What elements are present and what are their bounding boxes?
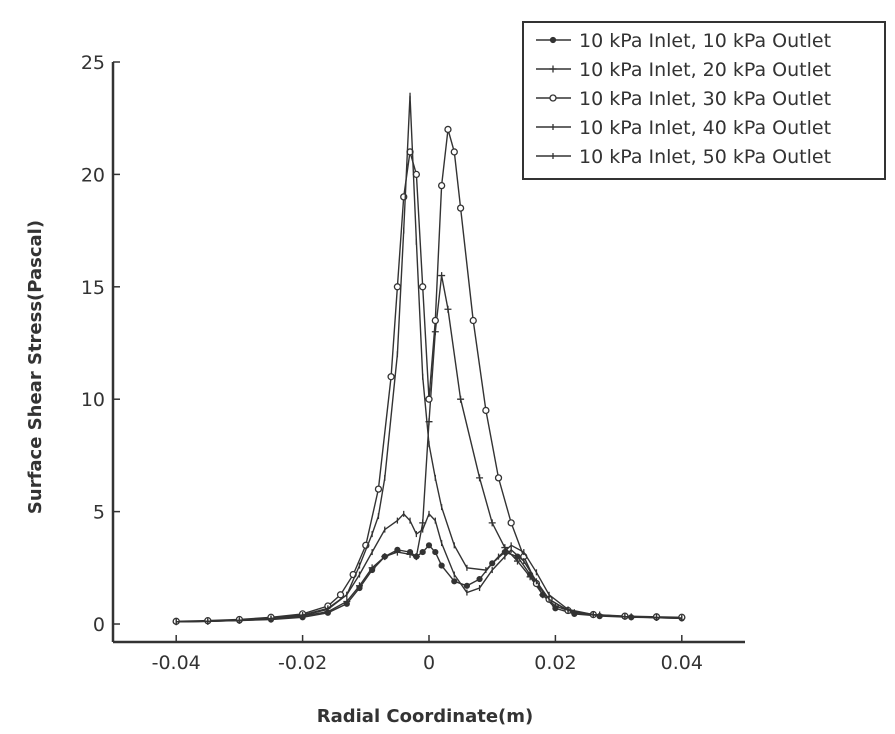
x-tick-label: -0.02 — [278, 652, 327, 674]
data-point — [457, 395, 465, 403]
y-tick-label: 25 — [81, 52, 105, 74]
legend-item: 10 kPa Inlet, 20 kPa Outlet — [536, 59, 831, 81]
data-point — [494, 474, 503, 482]
data-point — [368, 564, 376, 572]
data-point — [526, 573, 534, 581]
x-axis-title: Radial Coordinate(m) — [317, 706, 534, 727]
legend-marker — [549, 65, 557, 73]
data-point — [463, 582, 471, 589]
y-tick-label: 5 — [93, 502, 105, 524]
data-point — [412, 553, 420, 561]
x-tick-label: -0.04 — [152, 652, 201, 674]
data-point — [513, 557, 521, 565]
data-point — [387, 373, 395, 381]
data-point — [476, 474, 484, 482]
legend-label: 10 kPa Inlet, 20 kPa Outlet — [579, 59, 831, 81]
y-tick-label: 0 — [93, 614, 105, 636]
data-point — [431, 316, 439, 325]
legend-label: 10 kPa Inlet, 50 kPa Outlet — [579, 146, 831, 168]
legend-box — [522, 21, 886, 180]
y-tick-label: 20 — [81, 164, 105, 186]
data-point — [444, 125, 452, 134]
legend-item: 10 kPa Inlet, 10 kPa Outlet — [536, 30, 831, 52]
y-ticks: 0 5 10 15 20 25 — [81, 52, 120, 636]
series-line — [176, 95, 682, 623]
data-point — [456, 204, 465, 212]
series-line — [176, 512, 682, 623]
data-point — [374, 485, 383, 493]
y-tick-label: 15 — [81, 277, 105, 299]
data-point — [501, 544, 509, 552]
data-point — [469, 316, 477, 325]
data-point — [419, 548, 426, 556]
data-point — [336, 591, 345, 599]
legend-label: 10 kPa Inlet, 10 kPa Outlet — [579, 30, 831, 52]
legend-label: 10 kPa Inlet, 30 kPa Outlet — [579, 88, 831, 110]
data-point — [381, 553, 389, 561]
x-ticks: -0.04 -0.02 0 0.02 0.04 — [152, 635, 703, 674]
legend-item: 10 kPa Inlet, 40 kPa Outlet — [536, 117, 831, 139]
y-axis-title: Surface Shear Stress(Pascal) — [25, 220, 46, 514]
data-point — [482, 406, 490, 415]
axes: -0.04 -0.02 0 0.02 0.04 0 5 10 15 20 25 — [81, 52, 745, 674]
series-5 — [175, 92, 683, 625]
data-point — [425, 395, 433, 403]
y-tick-label: 10 — [81, 389, 105, 411]
data-point — [393, 548, 401, 556]
legend: 10 kPa Inlet, 10 kPa Outlet 10 kPa Inlet,… — [522, 21, 886, 180]
legend-item: 10 kPa Inlet, 30 kPa Outlet — [536, 88, 831, 110]
data-point — [438, 562, 445, 569]
data-point — [406, 550, 414, 558]
data-point — [437, 181, 446, 190]
data-point — [419, 283, 427, 291]
data-point — [343, 598, 351, 606]
legend-marker — [549, 36, 557, 44]
data-point — [488, 519, 496, 527]
legend-marker — [549, 94, 557, 102]
data-point — [451, 578, 458, 585]
data-point — [393, 283, 402, 291]
data-point — [425, 542, 433, 549]
legend-item: 10 kPa Inlet, 50 kPa Outlet — [536, 146, 831, 168]
x-tick-label: 0.02 — [534, 652, 576, 674]
plot-lines — [172, 92, 686, 626]
data-point — [438, 272, 446, 280]
data-point — [412, 170, 421, 179]
data-point — [507, 519, 515, 527]
legend-label: 10 kPa Inlet, 40 kPa Outlet — [579, 117, 831, 139]
data-point — [476, 575, 483, 583]
x-tick-label: 0.04 — [661, 652, 703, 674]
data-point — [355, 582, 363, 590]
data-point — [450, 148, 458, 156]
data-point — [444, 305, 452, 313]
data-point — [432, 548, 439, 556]
x-tick-label: 0 — [423, 652, 435, 674]
data-point — [431, 328, 439, 336]
